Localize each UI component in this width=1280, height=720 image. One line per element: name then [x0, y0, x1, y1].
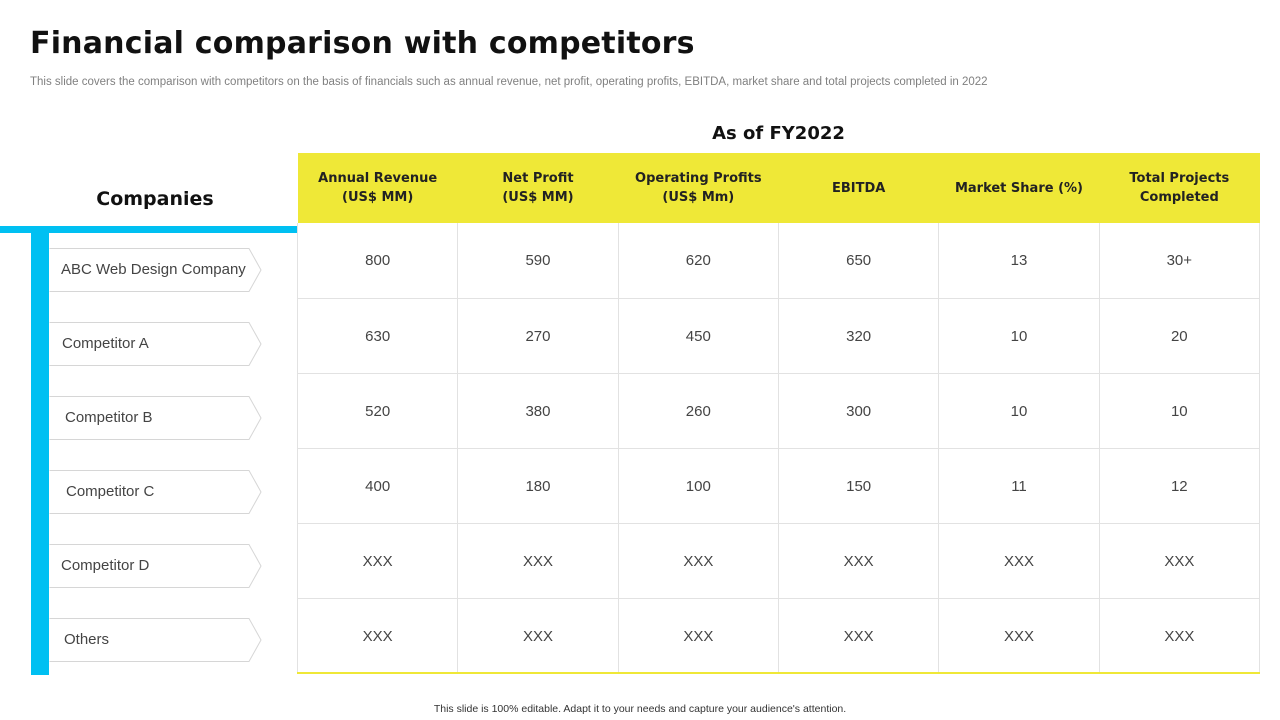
column-header-line1: Annual Revenue: [318, 171, 438, 186]
column-header: EBITDA: [778, 153, 939, 223]
table-cell: XXX: [617, 598, 779, 674]
column-header: Annual Revenue (US$ MM): [297, 153, 458, 223]
company-tag-outline: [49, 322, 262, 366]
column-header-line2: (US$ MM): [502, 190, 574, 205]
column-header-line1: Total Projects: [1129, 171, 1230, 186]
table-cell: 620: [617, 223, 779, 299]
table-row: XXX XXX XXX XXX XXX XXX: [296, 523, 1261, 599]
table-cell: XXX: [457, 598, 619, 674]
table-cell: 300: [777, 373, 940, 449]
slide-title: Financial comparison with competitors: [30, 26, 695, 61]
table-cell: 30+: [1098, 223, 1261, 299]
table-cell: 12: [1098, 448, 1261, 524]
table-cell: XXX: [1098, 523, 1261, 599]
column-header-line1: Market Share (%): [954, 180, 1083, 196]
table-cell: XXX: [617, 523, 779, 599]
period-label: As of FY2022: [712, 123, 845, 144]
table-cell: XXX: [938, 598, 1100, 674]
table-cell: XXX: [296, 598, 459, 674]
table-cell: 11: [938, 448, 1100, 524]
column-header: Net Profit (US$ MM): [457, 153, 619, 223]
column-header: Total Projects Completed: [1099, 153, 1260, 223]
column-header: Market Share (%): [938, 153, 1100, 223]
table-cell: 450: [617, 298, 779, 374]
company-name: Others: [64, 631, 110, 648]
company-tag: Competitor B: [49, 396, 262, 440]
company-tag: Competitor A: [49, 322, 262, 366]
column-header-line1: EBITDA: [831, 180, 886, 196]
slide-footer: This slide is 100% editable. Adapt it to…: [433, 703, 847, 715]
table-row: 400 180 100 150 11 12: [296, 448, 1261, 524]
table-cell: 10: [938, 373, 1100, 449]
table-cell: XXX: [296, 523, 459, 599]
slide-subtitle: This slide covers the comparison with co…: [30, 76, 988, 88]
table-cell: 650: [777, 223, 940, 299]
company-name: Competitor A: [62, 335, 149, 352]
company-tag-outline: [49, 544, 262, 588]
company-tag-outline: [49, 470, 262, 514]
accent-bar-vertical: [31, 233, 49, 675]
table-header-row: Annual Revenue (US$ MM) Net Profit (US$ MM)…: [297, 153, 1260, 223]
company-name: ABC Web Design Company: [61, 261, 246, 278]
company-tag: Competitor D: [49, 544, 262, 588]
table-cell: XXX: [457, 523, 619, 599]
accent-bar-horizontal: [0, 226, 297, 233]
table-cell: 260: [617, 373, 779, 449]
table-cell: 180: [457, 448, 619, 524]
companies-header: Companies: [96, 188, 214, 210]
column-header-line2: (US$ MM): [342, 190, 414, 205]
table-cell: XXX: [1098, 598, 1261, 674]
company-name: Competitor C: [66, 483, 155, 500]
column-header-line2: Completed: [1139, 190, 1219, 205]
table-cell: 590: [457, 223, 619, 299]
table-cell: 10: [938, 298, 1100, 374]
company-tag: Competitor C: [49, 470, 262, 514]
table-cell: 20: [1098, 298, 1261, 374]
table-row: 630 270 450 320 10 20: [296, 298, 1261, 374]
table-cell: 380: [457, 373, 619, 449]
column-header: Operating Profits (US$ Mm): [618, 153, 779, 223]
table-row: XXX XXX XXX XXX XXX XXX: [296, 598, 1261, 674]
table-cell: 270: [457, 298, 619, 374]
column-header-line1: Operating Profits: [635, 171, 762, 186]
company-tag-outline: [49, 618, 262, 662]
table-cell: 320: [777, 298, 940, 374]
table-cell: XXX: [777, 523, 940, 599]
company-name: Competitor D: [61, 557, 150, 574]
table-cell: 400: [296, 448, 459, 524]
table-cell: 800: [296, 223, 459, 299]
table-cell: 520: [296, 373, 459, 449]
company-name: Competitor B: [65, 409, 153, 426]
column-header-line1: Net Profit: [502, 171, 574, 186]
table-cell: XXX: [938, 523, 1100, 599]
table-cell: 10: [1098, 373, 1261, 449]
column-header-line2: (US$ Mm): [662, 190, 735, 205]
table-cell: 150: [777, 448, 940, 524]
financial-table: Annual Revenue (US$ MM) Net Profit (US$ MM)…: [296, 153, 1261, 674]
table-cell: XXX: [777, 598, 940, 674]
company-tag: Others: [49, 618, 262, 662]
table-row: 800 590 620 650 13 30+: [296, 223, 1261, 299]
company-tag-outline: [49, 248, 262, 292]
table-cell: 13: [938, 223, 1100, 299]
table-cell: 100: [617, 448, 779, 524]
company-tag: ABC Web Design Company: [49, 248, 262, 292]
table-row: 520 380 260 300 10 10: [296, 373, 1261, 449]
company-tag-outline: [49, 396, 262, 440]
table-cell: 630: [296, 298, 459, 374]
